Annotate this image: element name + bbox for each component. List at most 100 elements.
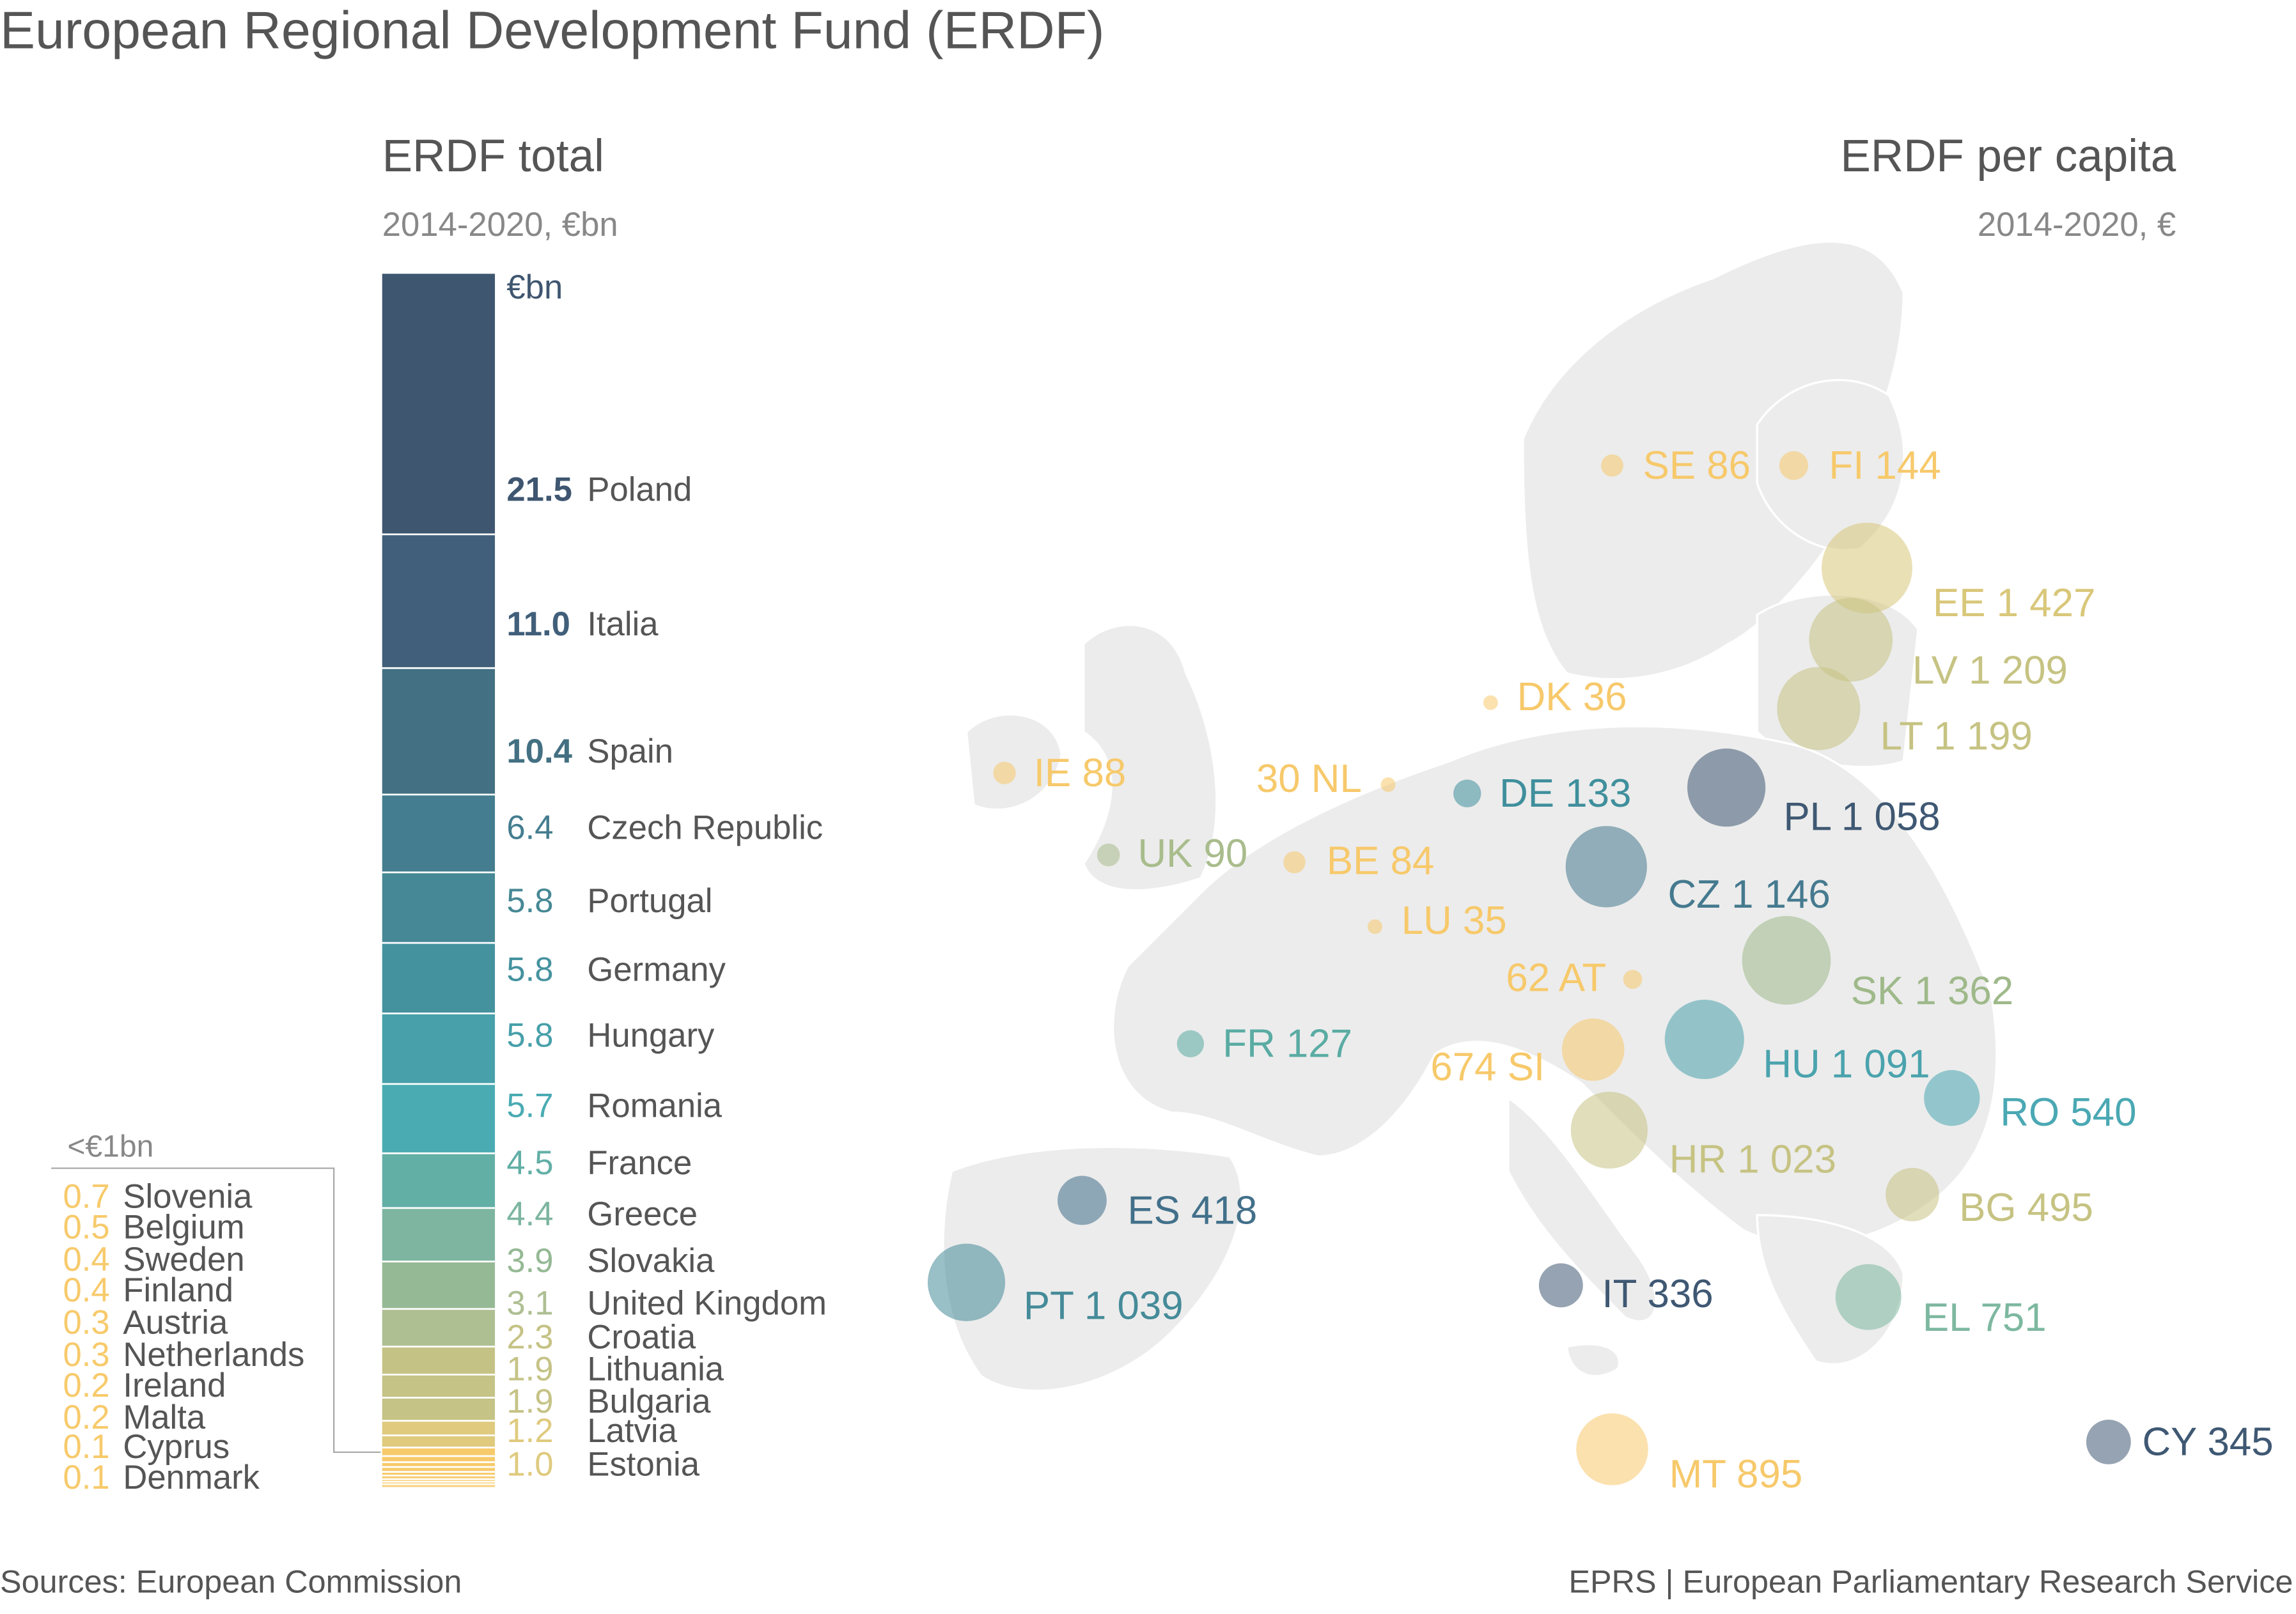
small-value-label: 0.2 [63,1367,109,1404]
bar-segment-estonia [382,1436,496,1447]
bubble-label-es: ES 418 [1127,1189,1257,1233]
small-country-label: Denmark [123,1459,260,1496]
bar-segment-netherlands [382,1476,496,1478]
small-value-label: 0.4 [63,1271,109,1309]
bubble-label-el: EL 751 [1923,1296,2047,1340]
bubble-label-lv: LV 1 209 [1912,649,2068,693]
footer-source: Sources: European Commission [0,1564,462,1600]
small-value-label: 0.7 [63,1177,109,1215]
bubble-pt [927,1243,1006,1321]
bubble-it [1538,1263,1583,1308]
small-value-label: 0.1 [63,1428,109,1466]
bubble-label-fi: FI 144 [1829,444,1941,488]
bar-country-label: Portugal [587,882,712,920]
bar-country-label: Bulgaria [587,1383,711,1420]
bubble-de [1453,779,1481,807]
bubble-label-hr: HR 1 023 [1669,1137,1836,1181]
bar-value-label: 5.8 [506,882,553,920]
bar-segment-slovakia [382,1262,496,1308]
map-uk [1082,624,1218,892]
bubble-uk [1097,843,1120,867]
bubble-label-at: 62 AT [1506,956,1606,1000]
bar-value-label: 10.4 [506,733,572,770]
bubble-label-se: SE 86 [1643,444,1751,488]
bar-country-label: Spain [587,733,673,770]
bar-country-label: Lithuania [587,1351,724,1388]
bubble-label-lt: LT 1 199 [1880,715,2033,759]
map-sicily [1565,1342,1621,1377]
bubble-label-cz: CZ 1 146 [1668,873,1831,917]
bubble-label-ro: RO 540 [2000,1090,2136,1135]
map-iberia [942,1145,1243,1392]
bar-value-label: 3.1 [506,1285,553,1323]
bar-value-label: 6.4 [506,809,553,846]
bar-segment-germany [382,943,496,1013]
bar-value-label: 3.9 [506,1242,553,1280]
footer-credit: EPRS | European Parliamentary Research S… [1568,1564,2293,1600]
bar-country-label: Romania [587,1087,722,1124]
bar-segment-romania [382,1085,496,1152]
bubble-label-be: BE 84 [1327,839,1434,883]
bar-country-label: United Kingdom [587,1285,827,1323]
bubble-fr [1176,1030,1205,1058]
bar-value-label: 1.9 [506,1351,553,1388]
bar-value-label: 1.0 [506,1446,553,1484]
bar-country-label: Slovakia [587,1242,715,1280]
right-panel-title: ERDF per capita [1841,131,2176,182]
bar-segment-malta [382,1482,496,1484]
small-value-label: 0.5 [63,1209,109,1246]
bar-country-label: France [587,1144,692,1182]
small-country-label: Finland [123,1271,233,1309]
small-country-label: Cyprus [123,1428,230,1466]
bar-value-label: 21.5 [506,470,572,508]
bar-country-label: Germany [587,951,726,988]
bar-segment-united-kingdom [382,1310,496,1346]
bar-segment-hungary [382,1014,496,1083]
map-ireland [965,713,1063,811]
bubble-be [1283,851,1306,874]
bar-segment-greece [382,1209,496,1261]
bar-segment-spain [382,669,496,794]
europe-map [942,240,1998,1392]
bubble-lu [1368,919,1382,935]
bar-value-label: 5.8 [506,951,553,988]
bar-value-label: 4.5 [506,1144,553,1182]
bubble-label-it: IT 336 [1602,1272,1713,1316]
bubble-label-uk: UK 90 [1137,832,1247,876]
small-countries-list: 0.7 Slovenia 0.5 Belgium 0.4 Sweden 0.4 Finland… [63,1177,304,1496]
bar-value-label: 11.0 [506,605,570,643]
small-country-label: Ireland [123,1367,226,1404]
bar-segment-slovenia [382,1448,496,1455]
bar-country-label: Poland [587,470,692,508]
bar-segment-cyprus [382,1485,496,1486]
small-country-label: Netherlands [123,1336,304,1374]
bubble-es [1058,1176,1107,1225]
bubble-pl [1687,749,1766,827]
bar-segment-sweden [382,1463,496,1466]
bar-value-label: 5.8 [506,1017,553,1055]
bubble-ro [1924,1069,1980,1126]
map-finland [1756,378,1905,552]
bubble-dk [1483,695,1498,710]
bubble-cz [1565,826,1647,908]
left-panel-subtitle: 2014-2020, €bn [382,206,618,244]
bar-segment-lithuania [382,1375,496,1397]
bubble-label-pl: PL 1 058 [1783,795,1940,839]
bubble-lv [1809,598,1893,682]
bubble-label-si: 674 SI [1430,1045,1545,1089]
bar-segment-italia [382,535,496,667]
right-panel-subtitle: 2014-2020, € [1978,206,2176,244]
bubble-cy [2086,1419,2131,1464]
bubble-nl [1380,777,1396,793]
bubble-label-ee: EE 1 427 [1933,581,2095,625]
bar-segment-latvia [382,1422,496,1435]
small-country-label: Sweden [123,1241,244,1278]
bar-country-label: Italia [587,605,659,643]
bar-value-label: 4.4 [506,1195,553,1233]
bar-segment-finland [382,1468,496,1471]
bubble-label-dk: DK 36 [1517,675,1627,719]
bar-segment-poland [382,274,496,534]
bubble-el [1835,1264,1902,1330]
bar-unit-label: €bn [506,268,563,306]
